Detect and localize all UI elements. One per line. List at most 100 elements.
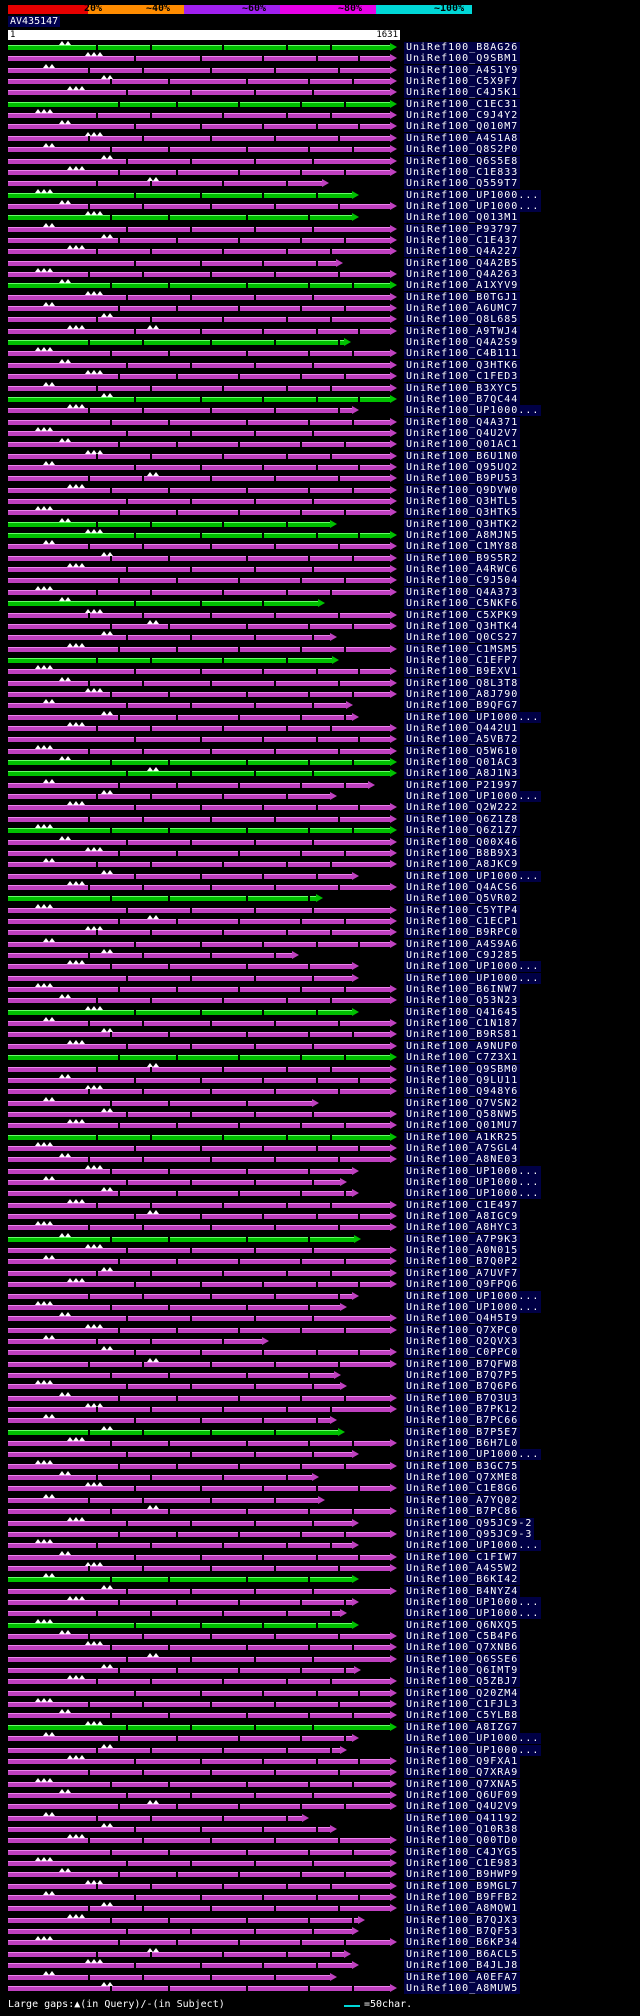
hit-bar[interactable] [8, 147, 390, 152]
hit-bar[interactable] [8, 283, 390, 288]
hit-bar[interactable] [8, 840, 390, 845]
hit-bar[interactable] [8, 976, 352, 981]
hit-bar[interactable] [8, 1895, 390, 1900]
hit-bar[interactable] [8, 805, 390, 810]
hit-bar[interactable] [8, 817, 390, 822]
hit-bar[interactable] [8, 703, 346, 708]
hit-label[interactable]: UniRef100_Q9DVW0 [404, 485, 521, 496]
hit-bar[interactable] [8, 1872, 390, 1877]
hit-bar[interactable] [8, 1657, 390, 1662]
hit-bar[interactable] [8, 1430, 338, 1435]
hit-bar[interactable] [8, 272, 390, 277]
hit-label[interactable]: UniRef100_UP1000... [404, 1733, 542, 1744]
hit-bar[interactable] [8, 1089, 390, 1094]
hit-label[interactable]: UniRef100_Q9LU11 [404, 1075, 521, 1086]
hit-bar[interactable] [8, 1214, 390, 1219]
hit-label[interactable]: UniRef100_A4S1A8 [404, 133, 521, 144]
hit-label[interactable]: UniRef100_C1E833 [404, 167, 521, 178]
hit-label[interactable]: UniRef100_B3GC75 [404, 1461, 521, 1472]
hit-label[interactable]: UniRef100_Q7XNA5 [404, 1779, 521, 1790]
hit-label[interactable]: UniRef100_A8J790 [404, 689, 521, 700]
hit-bar[interactable] [8, 1702, 390, 1707]
hit-bar[interactable] [8, 771, 390, 776]
hit-label[interactable]: UniRef100_C1FJL3 [404, 1699, 521, 1710]
hit-bar[interactable] [8, 1362, 390, 1367]
hit-bar[interactable] [8, 828, 390, 833]
hit-label[interactable]: UniRef100_A6UMC7 [404, 303, 521, 314]
hit-bar[interactable] [8, 1441, 390, 1446]
hit-bar[interactable] [8, 68, 390, 73]
hit-bar[interactable] [8, 442, 390, 447]
hit-bar[interactable] [8, 1486, 390, 1491]
hit-label[interactable]: UniRef100_UP1000... [404, 1302, 542, 1313]
hit-bar[interactable] [8, 1237, 354, 1242]
hit-bar[interactable] [8, 1521, 352, 1526]
hit-bar[interactable] [8, 1418, 330, 1423]
hit-label[interactable]: UniRef100_B6H7L0 [404, 1438, 521, 1449]
hit-label[interactable]: UniRef100_B4JLJ8 [404, 1960, 521, 1971]
hit-label[interactable]: UniRef100_C9J285 [404, 950, 521, 961]
hit-label[interactable]: UniRef100_Q6SSE6 [404, 1654, 521, 1665]
hit-bar[interactable] [8, 1986, 390, 1991]
hit-bar[interactable] [8, 90, 390, 95]
hit-bar[interactable] [8, 1146, 390, 1151]
hit-bar[interactable] [8, 692, 390, 697]
hit-bar[interactable] [8, 1248, 390, 1253]
hit-label[interactable]: UniRef100_A4S1Y9 [404, 65, 521, 76]
hit-label[interactable]: UniRef100_Q6NXQ5 [404, 1620, 521, 1631]
hit-label[interactable]: UniRef100_UP1000... [404, 961, 542, 972]
hit-label[interactable]: UniRef100_B9MGL7 [404, 1881, 521, 1892]
hit-bar[interactable] [8, 1010, 352, 1015]
hit-bar[interactable] [8, 1509, 390, 1514]
hit-bar[interactable] [8, 1282, 390, 1287]
hit-bar[interactable] [8, 1407, 390, 1412]
hit-bar[interactable] [8, 647, 390, 652]
hit-label[interactable]: UniRef100_B7QFW8 [404, 1359, 521, 1370]
hit-bar[interactable] [8, 351, 390, 356]
hit-bar[interactable] [8, 1736, 352, 1741]
hit-label[interactable]: UniRef100_Q5VR02 [404, 893, 521, 904]
hit-bar[interactable] [8, 1782, 390, 1787]
hit-bar[interactable] [8, 1623, 352, 1628]
hit-label[interactable]: UniRef100_C1FIW7 [404, 1552, 521, 1563]
hit-bar[interactable] [8, 669, 390, 674]
hit-label[interactable]: UniRef100_A5VB72 [404, 734, 521, 745]
hit-label[interactable]: UniRef100_UP1000... [404, 405, 542, 416]
hit-label[interactable]: UniRef100_Q948Y6 [404, 1086, 521, 1097]
hit-label[interactable]: UniRef100_Q3HTK5 [404, 507, 521, 518]
hit-bar[interactable] [8, 193, 352, 198]
hit-bar[interactable] [8, 261, 336, 266]
hit-bar[interactable] [8, 1032, 390, 1037]
hit-label[interactable]: UniRef100_A7UVF7 [404, 1268, 521, 1279]
hit-bar[interactable] [8, 658, 332, 663]
hit-label[interactable]: UniRef100_C4JYG5 [404, 1847, 521, 1858]
hit-bar[interactable] [8, 1827, 330, 1832]
hit-bar[interactable] [8, 1169, 352, 1174]
hit-label[interactable]: UniRef100_Q41645 [404, 1007, 521, 1018]
hit-label[interactable]: UniRef100_A7YQ02 [404, 1495, 521, 1506]
hit-bar[interactable] [8, 1373, 334, 1378]
hit-label[interactable]: UniRef100_C1EFP7 [404, 655, 521, 666]
hit-label[interactable]: UniRef100_Q6Z1Z7 [404, 825, 521, 836]
hit-label[interactable]: UniRef100_Q4A227 [404, 246, 521, 257]
hit-bar[interactable] [8, 476, 390, 481]
hit-bar[interactable] [8, 624, 390, 629]
hit-bar[interactable] [8, 1464, 390, 1469]
hit-label[interactable]: UniRef100_Q9SBM0 [404, 1064, 521, 1075]
hit-bar[interactable] [8, 1759, 390, 1764]
hit-label[interactable]: UniRef100_Q4ACS6 [404, 882, 521, 893]
hit-label[interactable]: UniRef100_UP1000... [404, 1188, 542, 1199]
hit-label[interactable]: UniRef100_Q4A2S9 [404, 337, 521, 348]
hit-label[interactable]: UniRef100_Q9FPQ6 [404, 1279, 521, 1290]
hit-label[interactable]: UniRef100_B8B9X3 [404, 848, 521, 859]
hit-bar[interactable] [8, 124, 390, 129]
hit-label[interactable]: UniRef100_C9J4Y2 [404, 110, 521, 121]
hit-bar[interactable] [8, 749, 390, 754]
hit-bar[interactable] [8, 1396, 390, 1401]
hit-bar[interactable] [8, 454, 390, 459]
hit-bar[interactable] [8, 1770, 390, 1775]
hit-label[interactable]: UniRef100_A8IGC9 [404, 1211, 521, 1222]
hit-label[interactable]: UniRef100_A1XYV9 [404, 280, 521, 291]
hit-label[interactable]: UniRef100_Q01AC1 [404, 439, 521, 450]
hit-label[interactable]: UniRef100_Q2QVX3 [404, 1336, 521, 1347]
